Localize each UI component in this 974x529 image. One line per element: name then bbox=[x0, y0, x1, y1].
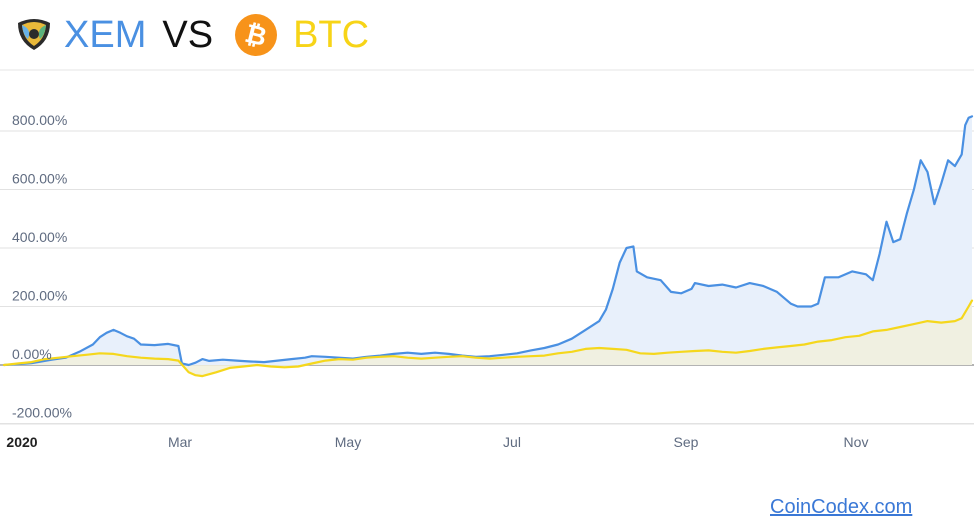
x-tick-label: 2020 bbox=[6, 434, 37, 450]
y-tick-label: 600.00% bbox=[12, 171, 67, 187]
chart-header: XEM VS ₿ BTC bbox=[14, 10, 369, 60]
x-tick-label: May bbox=[335, 434, 361, 450]
series-area-xem bbox=[4, 116, 972, 366]
series-line-xem bbox=[2, 115, 974, 367]
coincodex-link[interactable]: CoinCodex.com bbox=[770, 496, 913, 518]
bitcoin-logo-icon: ₿ bbox=[235, 14, 278, 56]
comparison-chart: -200.00% 0.00% 200.00% 400.00% 600.00% 800.00… bbox=[0, 69, 974, 450]
y-tick-label: -200.00% bbox=[12, 405, 72, 421]
coin1-name: XEM bbox=[64, 14, 147, 56]
vs-label: VS bbox=[162, 14, 214, 56]
y-tick-label: 800.00% bbox=[12, 112, 67, 128]
x-tick-label: Sep bbox=[674, 434, 699, 450]
x-tick-label: Jul bbox=[503, 434, 521, 450]
chart-lines bbox=[2, 115, 974, 378]
y-tick-label: 0.00% bbox=[12, 346, 52, 362]
y-tick-label: 400.00% bbox=[12, 229, 67, 245]
x-tick-label: Nov bbox=[844, 434, 869, 450]
series-area-btc bbox=[4, 300, 972, 377]
series-line-btc bbox=[2, 299, 974, 378]
coin2-name: BTC bbox=[293, 14, 370, 56]
x-axis-labels: 2020 Mar May Jul Sep Nov bbox=[6, 434, 868, 450]
chart-areas bbox=[4, 116, 972, 377]
x-tick-label: Mar bbox=[168, 434, 192, 450]
nem-xem-logo-icon bbox=[14, 13, 54, 58]
y-axis-labels: -200.00% 0.00% 200.00% 400.00% 600.00% 800.00… bbox=[12, 112, 72, 421]
y-tick-label: 200.00% bbox=[12, 288, 67, 304]
